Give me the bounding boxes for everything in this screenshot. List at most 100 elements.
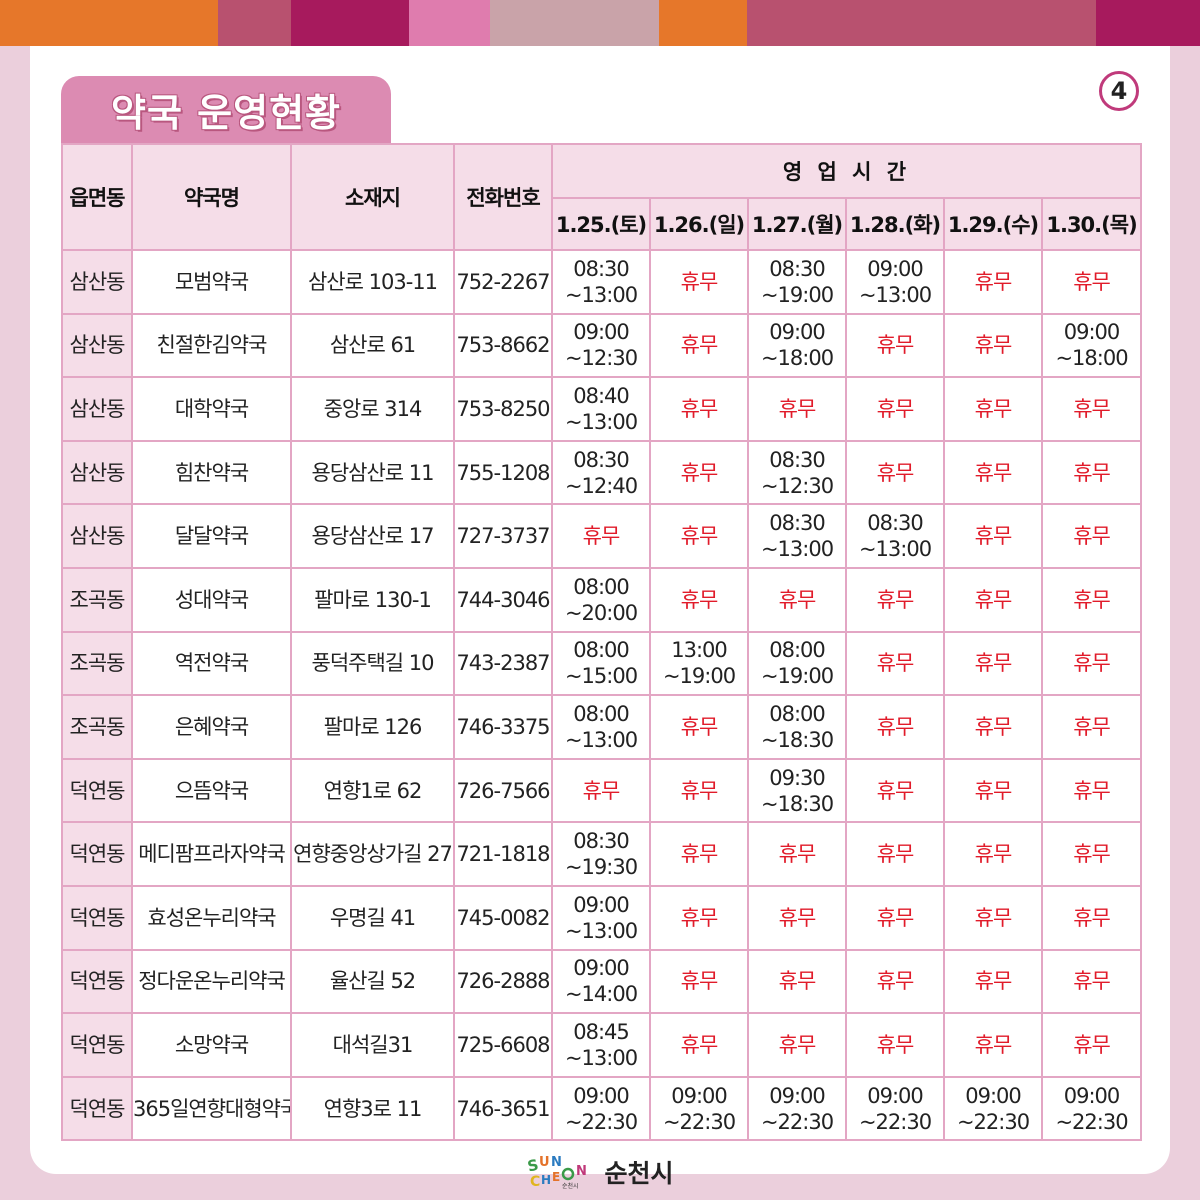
phone-cell: 746-3375 — [453, 694, 553, 760]
closed-cell: 휴무 — [845, 948, 945, 1015]
hours-cell: 08:30 ~13:00 — [551, 249, 651, 315]
top-bar-segment — [0, 0, 218, 46]
closed-cell: 휴무 — [747, 948, 847, 1015]
open-time: 09:00 — [1063, 320, 1121, 345]
close-time: ~22:30 — [662, 1109, 736, 1134]
closed-cell: 휴무 — [1040, 376, 1143, 442]
header-business-hours: 영 업 시 간 — [550, 143, 1143, 199]
pharmacy-name-cell: 365일연향대형약국 — [131, 1075, 292, 1142]
closed-cell: 휴무 — [649, 376, 749, 442]
hours-cell: 09:00 ~18:00 — [747, 312, 847, 379]
hours-cell: 09:00 ~22:30 — [649, 1075, 749, 1142]
closed-cell: 휴무 — [747, 376, 847, 442]
closed-cell: 휴무 — [1040, 439, 1143, 506]
closed-cell: 휴무 — [747, 566, 847, 633]
svg-text:N: N — [576, 1164, 587, 1179]
phone-cell: 721-1818 — [453, 821, 553, 887]
pharmacy-name-cell: 힘찬약국 — [131, 439, 292, 506]
close-time: ~20:00 — [564, 600, 638, 625]
hours-cell: 09:00 ~22:30 — [1040, 1075, 1143, 1142]
district-cell: 삼산동 — [61, 249, 133, 315]
closed-cell: 휴무 — [747, 821, 847, 887]
header-day: 1.26.(일) — [649, 197, 749, 251]
open-time: 08:00 — [573, 574, 630, 599]
close-time: ~22:30 — [564, 1109, 638, 1134]
district-cell: 삼산동 — [61, 503, 133, 569]
header-day: 1.30.(목) — [1040, 197, 1143, 251]
hours-cell: 09:00 ~22:30 — [551, 1075, 651, 1142]
table-row: 삼산동 친절한김약국 삼산로 61 753-8662 09:00 ~12:30 휴무 09:0… — [61, 312, 1143, 379]
hours-cell: 08:40 ~13:00 — [551, 376, 651, 442]
close-time: ~19:00 — [662, 664, 736, 689]
closed-cell: 휴무 — [845, 439, 945, 506]
top-bar-segment — [747, 0, 1096, 46]
closed-cell: 휴무 — [747, 1012, 847, 1078]
hours-cell: 08:45 ~13:00 — [551, 1012, 651, 1078]
table-row: 삼산동 달달약국 용당삼산로 17 727-3737 휴무 휴무 08:30 ~13:00 08… — [61, 503, 1143, 569]
closed-cell: 휴무 — [1040, 249, 1143, 315]
address-cell: 용당삼산로 17 — [290, 503, 455, 569]
open-time: 09:00 — [867, 256, 924, 281]
address-cell: 삼산로 61 — [290, 312, 455, 379]
closed-cell: 휴무 — [551, 757, 651, 824]
logo-subtext: 순천시 — [562, 1182, 579, 1190]
table-row: 삼산동 대학약국 중앙로 314 753-8250 08:40 ~13:00 휴무 휴무 휴무 휴… — [61, 376, 1143, 442]
open-time: 09:00 — [573, 892, 630, 917]
footer-logo: S U N C H E N 순천시 순천시 — [0, 1150, 1200, 1194]
district-cell: 덕연동 — [61, 821, 133, 887]
address-cell: 팔마로 130-1 — [290, 566, 455, 633]
phone-cell: 727-3737 — [453, 503, 553, 569]
district-cell: 삼산동 — [61, 312, 133, 379]
hours-cell: 08:00 ~18:30 — [747, 694, 847, 760]
hours-cell: 09:00 ~12:30 — [551, 312, 651, 379]
phone-cell: 753-8250 — [453, 376, 553, 442]
hours-cell: 13:00 ~19:00 — [649, 630, 749, 697]
district-cell: 조곡동 — [61, 630, 133, 697]
svg-text:S: S — [526, 1156, 540, 1176]
pharmacy-name-cell: 달달약국 — [131, 503, 292, 569]
address-cell: 팔마로 126 — [290, 694, 455, 760]
close-time: ~13:00 — [564, 409, 638, 434]
table-row: 덕연동 정다운온누리약국 율산길 52 726-2888 09:00 ~14:00 휴무 휴무… — [61, 948, 1143, 1015]
hours-cell: 08:30 ~13:00 — [747, 503, 847, 569]
top-bar-segment — [490, 0, 659, 46]
open-time: 09:00 — [769, 1083, 826, 1108]
page-number-badge: 4 — [1099, 71, 1139, 111]
open-time: 09:00 — [671, 1083, 728, 1108]
closed-cell: 휴무 — [943, 694, 1043, 760]
svg-text:U: U — [539, 1155, 550, 1170]
district-cell: 덕연동 — [61, 948, 133, 1015]
closed-cell: 휴무 — [943, 884, 1043, 951]
table-row: 조곡동 역전약국 풍덕주택길 10 743-2387 08:00 ~15:00 13:00 ~… — [61, 630, 1143, 697]
closed-cell: 휴무 — [845, 821, 945, 887]
close-time: ~12:40 — [564, 473, 638, 498]
open-time: 09:00 — [573, 956, 630, 981]
closed-cell: 휴무 — [649, 312, 749, 379]
open-time: 08:00 — [769, 701, 826, 726]
pharmacy-name-cell: 으뜸약국 — [131, 757, 292, 824]
closed-cell: 휴무 — [649, 884, 749, 951]
pharmacy-name-cell: 소망약국 — [131, 1012, 292, 1078]
table-row: 덕연동 메디팜프라자약국 연향중앙상가길 27 721-1818 08:30 ~19:30… — [61, 821, 1143, 887]
address-cell: 우명길 41 — [290, 884, 455, 951]
district-cell: 조곡동 — [61, 566, 133, 633]
closed-cell: 휴무 — [943, 948, 1043, 1015]
pharmacy-name-cell: 대학약국 — [131, 376, 292, 442]
open-time: 09:00 — [1063, 1083, 1121, 1108]
address-cell: 중앙로 314 — [290, 376, 455, 442]
closed-cell: 휴무 — [943, 312, 1043, 379]
open-time: 08:30 — [573, 829, 630, 854]
hours-cell: 09:00 ~18:00 — [1040, 312, 1143, 379]
hours-cell: 09:00 ~14:00 — [551, 948, 651, 1015]
svg-text:E: E — [552, 1170, 560, 1184]
open-time: 08:00 — [573, 701, 630, 726]
closed-cell: 휴무 — [649, 439, 749, 506]
closed-cell: 휴무 — [845, 757, 945, 824]
close-time: ~15:00 — [564, 664, 638, 689]
phone-cell: 726-2888 — [453, 948, 553, 1015]
title-tab: 약국 운영현황 — [61, 76, 391, 143]
open-time: 09:00 — [867, 1083, 924, 1108]
close-time: ~22:30 — [956, 1109, 1030, 1134]
phone-cell: 744-3046 — [453, 566, 553, 633]
open-time: 09:30 — [769, 765, 826, 790]
